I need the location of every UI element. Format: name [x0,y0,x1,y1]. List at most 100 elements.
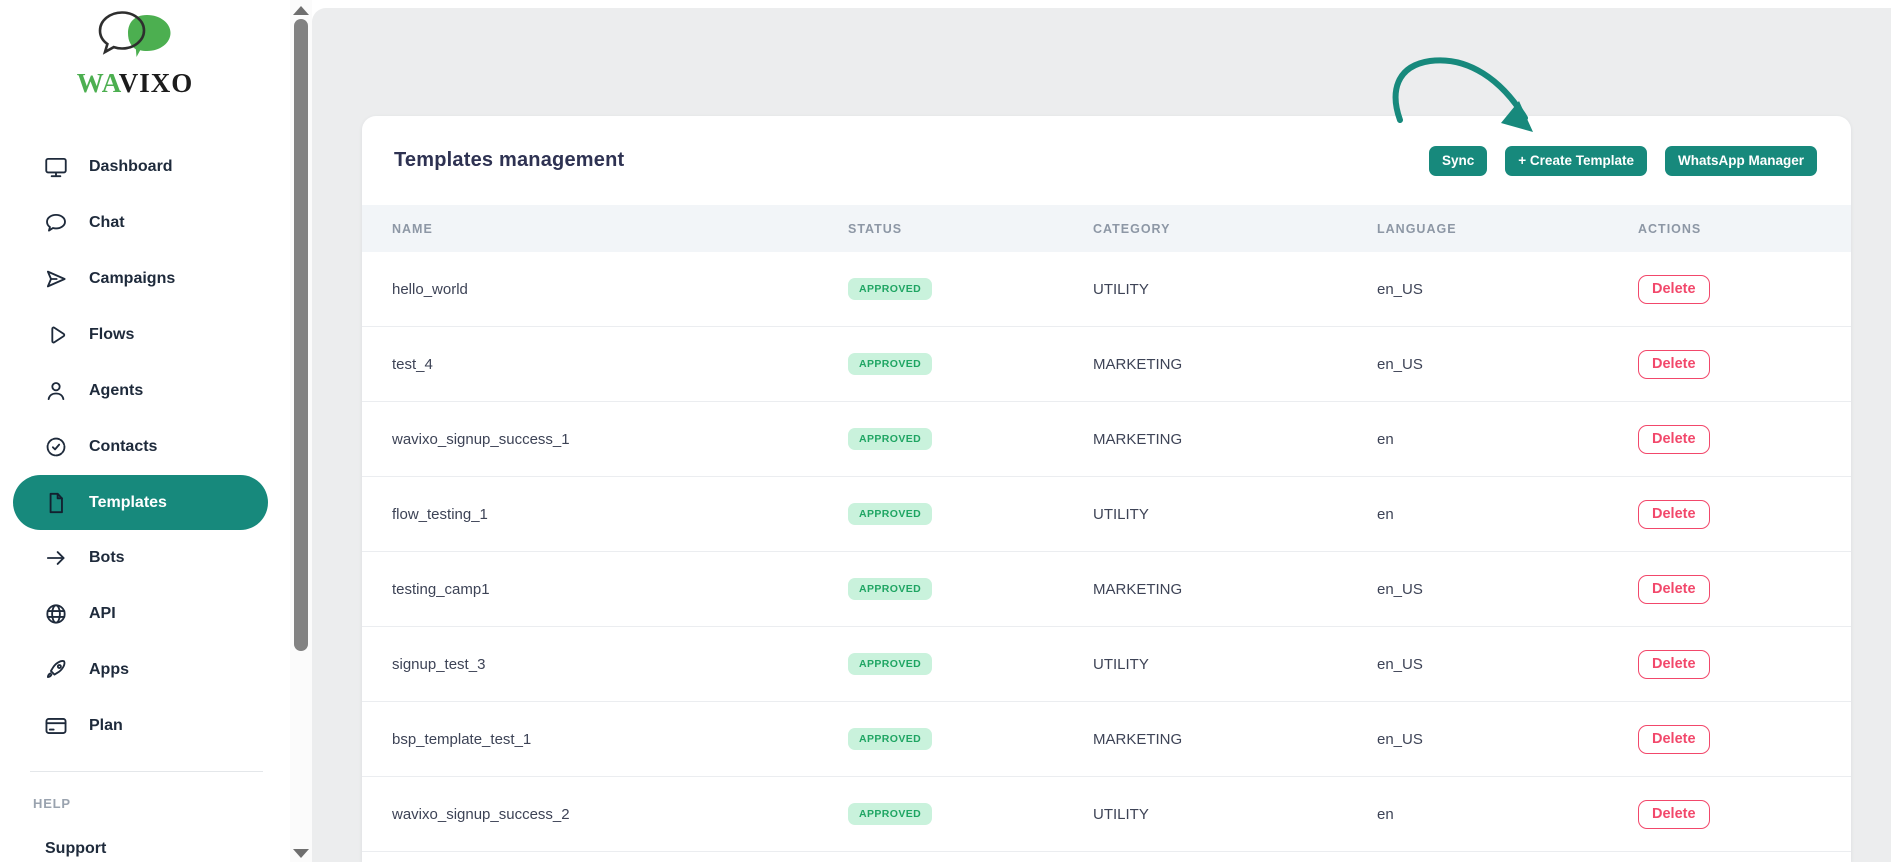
template-language: en [1377,505,1394,523]
play-icon [51,326,66,344]
delete-button[interactable]: Delete [1638,649,1710,679]
delete-button[interactable]: Delete [1638,274,1710,304]
status-badge: APPROVED [848,503,933,525]
sidebar-item-label: Dashboard [89,158,173,175]
document-icon [49,492,63,513]
column-header-actions: ACTIONS [1638,221,1702,236]
status-badge: APPROVED [848,578,933,600]
status-badge: APPROVED [848,353,933,375]
template-language: en [1377,805,1394,823]
sidebar-item-agents[interactable]: Agents [0,363,290,419]
delete-button[interactable]: Delete [1638,424,1710,454]
template-category: UTILITY [1093,655,1149,673]
sidebar-item-label: Agents [89,382,144,399]
delete-button[interactable]: Delete [1638,574,1710,604]
sidebar-item-chat[interactable]: Chat [0,195,290,251]
sidebar-item-flows[interactable]: Flows [0,307,290,363]
status-badge: APPROVED [848,278,933,300]
template-name: wavixo_signup_success_1 [392,430,570,448]
sidebar-item-campaigns[interactable]: Campaigns [0,251,290,307]
table-header-row: NAME STATUS CATEGORY LANGUAGE ACTIONS [362,205,1851,252]
table-row: flow_testing_1 APPROVED UTILITY en Delet… [362,477,1851,552]
delete-button[interactable]: Delete [1638,349,1710,379]
whatsapp-manager-button[interactable]: WhatsApp Manager [1664,145,1817,176]
chat-bubble-icon [46,213,66,232]
template-category: MARKETING [1093,580,1183,598]
brand-logo: WAVIXO [20,8,250,99]
template-category: UTILITY [1093,280,1149,298]
sidebar-item-label: Contacts [89,438,158,455]
monitor-icon [45,157,67,178]
globe-icon [46,604,66,624]
template-name: test_4 [392,355,433,373]
sidebar-item-apps[interactable]: Apps [0,642,290,698]
vertical-scrollbar[interactable] [290,0,312,862]
header-buttons: Sync + Create Template WhatsApp Manager [1429,145,1817,176]
column-header-status: STATUS [848,221,903,236]
template-name: signup_test_3 [392,655,486,673]
help-section-label: HELP [33,796,71,811]
column-header-language: LANGUAGE [1377,221,1457,236]
sidebar-item-label: API [89,605,116,622]
status-badge: APPROVED [848,728,933,750]
table-row: bsp_template_test_1 APPROVED MARKETING e… [362,702,1851,777]
sidebar-item-templates[interactable]: Templates [13,475,268,530]
template-language: en_US [1377,730,1423,748]
sidebar-item-support[interactable]: Support [45,840,107,857]
scrollbar-up-arrow-icon[interactable] [293,6,309,15]
sidebar-item-dashboard[interactable]: Dashboard [0,139,290,195]
rocket-icon [46,660,66,678]
delete-button[interactable]: Delete [1638,724,1710,754]
template-name: flow_testing_1 [392,505,488,523]
template-name: testing_camp1 [392,580,490,598]
sidebar-item-label: Templates [89,493,167,511]
sidebar-item-plan[interactable]: Plan [0,698,290,754]
template-name: hello_world [392,280,468,298]
table-row: test_4 APPROVED MARKETING en_US Delete [362,327,1851,402]
table-row: wavixo_signup_success_1 APPROVED MARKETI… [362,402,1851,477]
sidebar-item-label: Apps [89,661,129,678]
template-name: wavixo_signup_success_2 [392,805,570,823]
sidebar-item-label: Chat [89,214,125,231]
template-category: MARKETING [1093,730,1183,748]
status-badge: APPROVED [848,428,933,450]
table-row: hello_world APPROVED UTILITY en_US Delet… [362,252,1851,327]
sidebar-item-contacts[interactable]: Contacts [0,419,290,475]
template-language: en_US [1377,580,1423,598]
sidebar-item-label: Bots [89,549,125,566]
delete-button[interactable]: Delete [1638,499,1710,529]
credit-card-icon [45,718,67,734]
delete-button[interactable]: Delete [1638,799,1710,829]
sidebar-divider [30,771,263,772]
card-header: Templates management Sync + Create Templ… [362,116,1851,205]
table-row: testing_camp1 APPROVED MARKETING en_US D… [362,552,1851,627]
table-row: wavixo_signup_success_2 APPROVED UTILITY… [362,777,1851,852]
column-header-category: CATEGORY [1093,221,1171,236]
sidebar-nav: Dashboard Chat Campaigns Flows Agents Co… [0,139,290,754]
template-language: en_US [1377,280,1423,298]
sidebar-item-bots[interactable]: Bots [0,530,290,586]
sidebar-item-label: Campaigns [89,270,176,287]
template-name: bsp_template_test_1 [392,730,532,748]
template-category: MARKETING [1093,355,1183,373]
template-category: UTILITY [1093,505,1149,523]
brand-name: WAVIXO [76,68,194,98]
templates-card: Templates management Sync + Create Templ… [362,116,1851,862]
scrollbar-thumb[interactable] [294,19,308,651]
scrollbar-down-arrow-icon[interactable] [293,849,309,858]
sync-button[interactable]: Sync [1429,145,1488,176]
page-title: Templates management [394,149,625,171]
template-language: en [1377,430,1394,448]
template-category: UTILITY [1093,805,1149,823]
arrow-right-icon [46,551,65,565]
template-category: MARKETING [1093,430,1183,448]
logo-chat-bubbles-icon [98,11,171,57]
table-row: signup_test_3 APPROVED UTILITY en_US Del… [362,627,1851,702]
sidebar-item-api[interactable]: API [0,586,290,642]
status-badge: APPROVED [848,803,933,825]
badge-check-icon [46,437,66,457]
sidebar-item-label: Plan [89,717,123,734]
create-template-button[interactable]: + Create Template [1505,145,1647,176]
sidebar-item-label: Flows [89,326,135,343]
template-language: en_US [1377,355,1423,373]
